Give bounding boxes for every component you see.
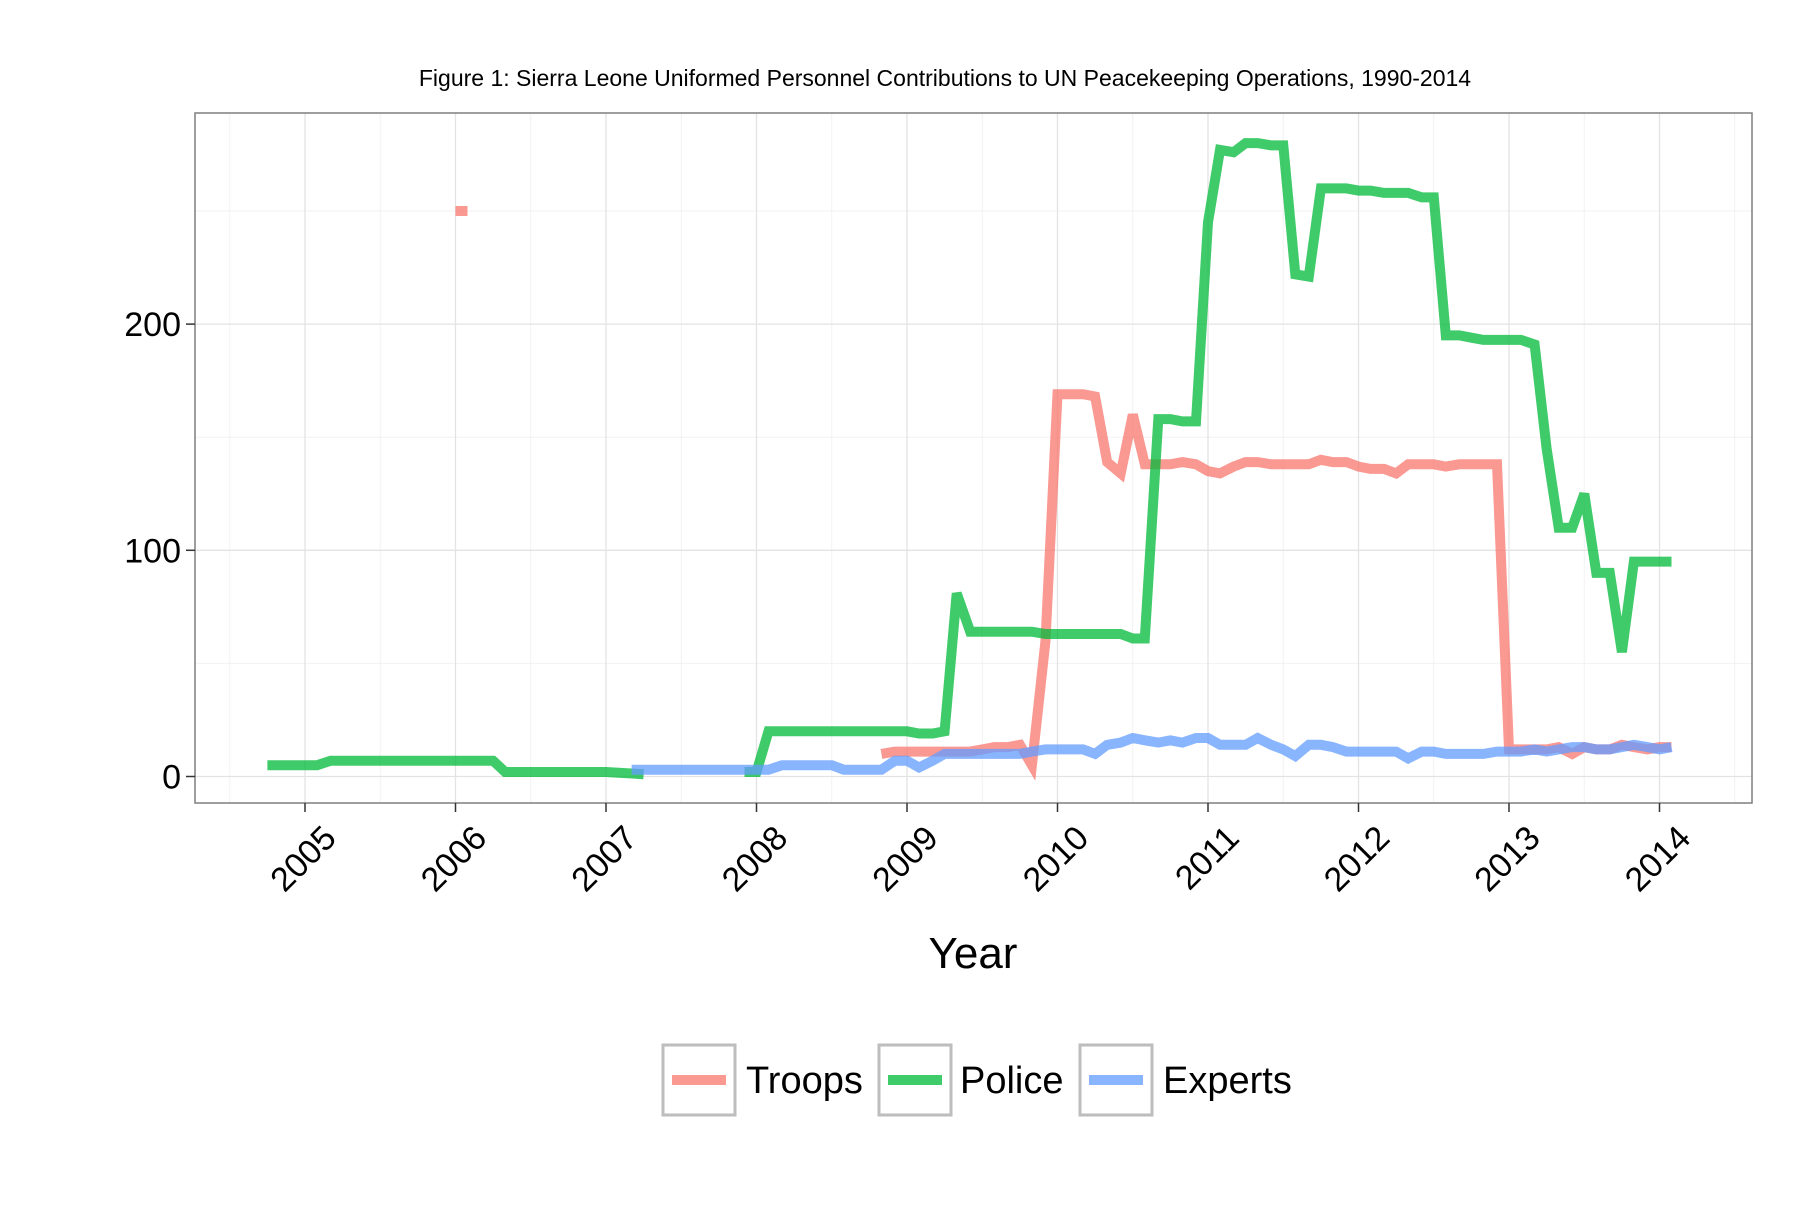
major-grid	[195, 113, 1752, 803]
plot-area	[194, 112, 1753, 804]
series-line-police	[267, 755, 644, 780]
x-axis-title: Year	[929, 929, 1018, 978]
chart-title: Figure 1: Sierra Leone Uniformed Personn…	[419, 65, 1471, 91]
series-line-experts	[631, 732, 1673, 775]
y-tick-label: 0	[162, 759, 181, 797]
legend-item-troops: Troops	[661, 1043, 863, 1117]
y-axis: 0 100 200	[124, 306, 195, 797]
y-tick-label: 200	[124, 306, 181, 344]
legend-label-experts: Experts	[1163, 1060, 1292, 1102]
series-layer	[267, 138, 1673, 781]
legend-item-police: Police	[877, 1043, 1064, 1117]
series-line-police	[744, 138, 1672, 777]
legend-label-police: Police	[960, 1060, 1064, 1102]
y-tick-label: 100	[124, 532, 181, 570]
legend-item-experts: Experts	[1078, 1043, 1292, 1117]
legend: Troops Police Experts	[661, 1043, 1292, 1117]
plot-border	[194, 112, 1753, 804]
plot-panel	[195, 113, 1752, 803]
legend-label-troops: Troops	[746, 1060, 863, 1102]
